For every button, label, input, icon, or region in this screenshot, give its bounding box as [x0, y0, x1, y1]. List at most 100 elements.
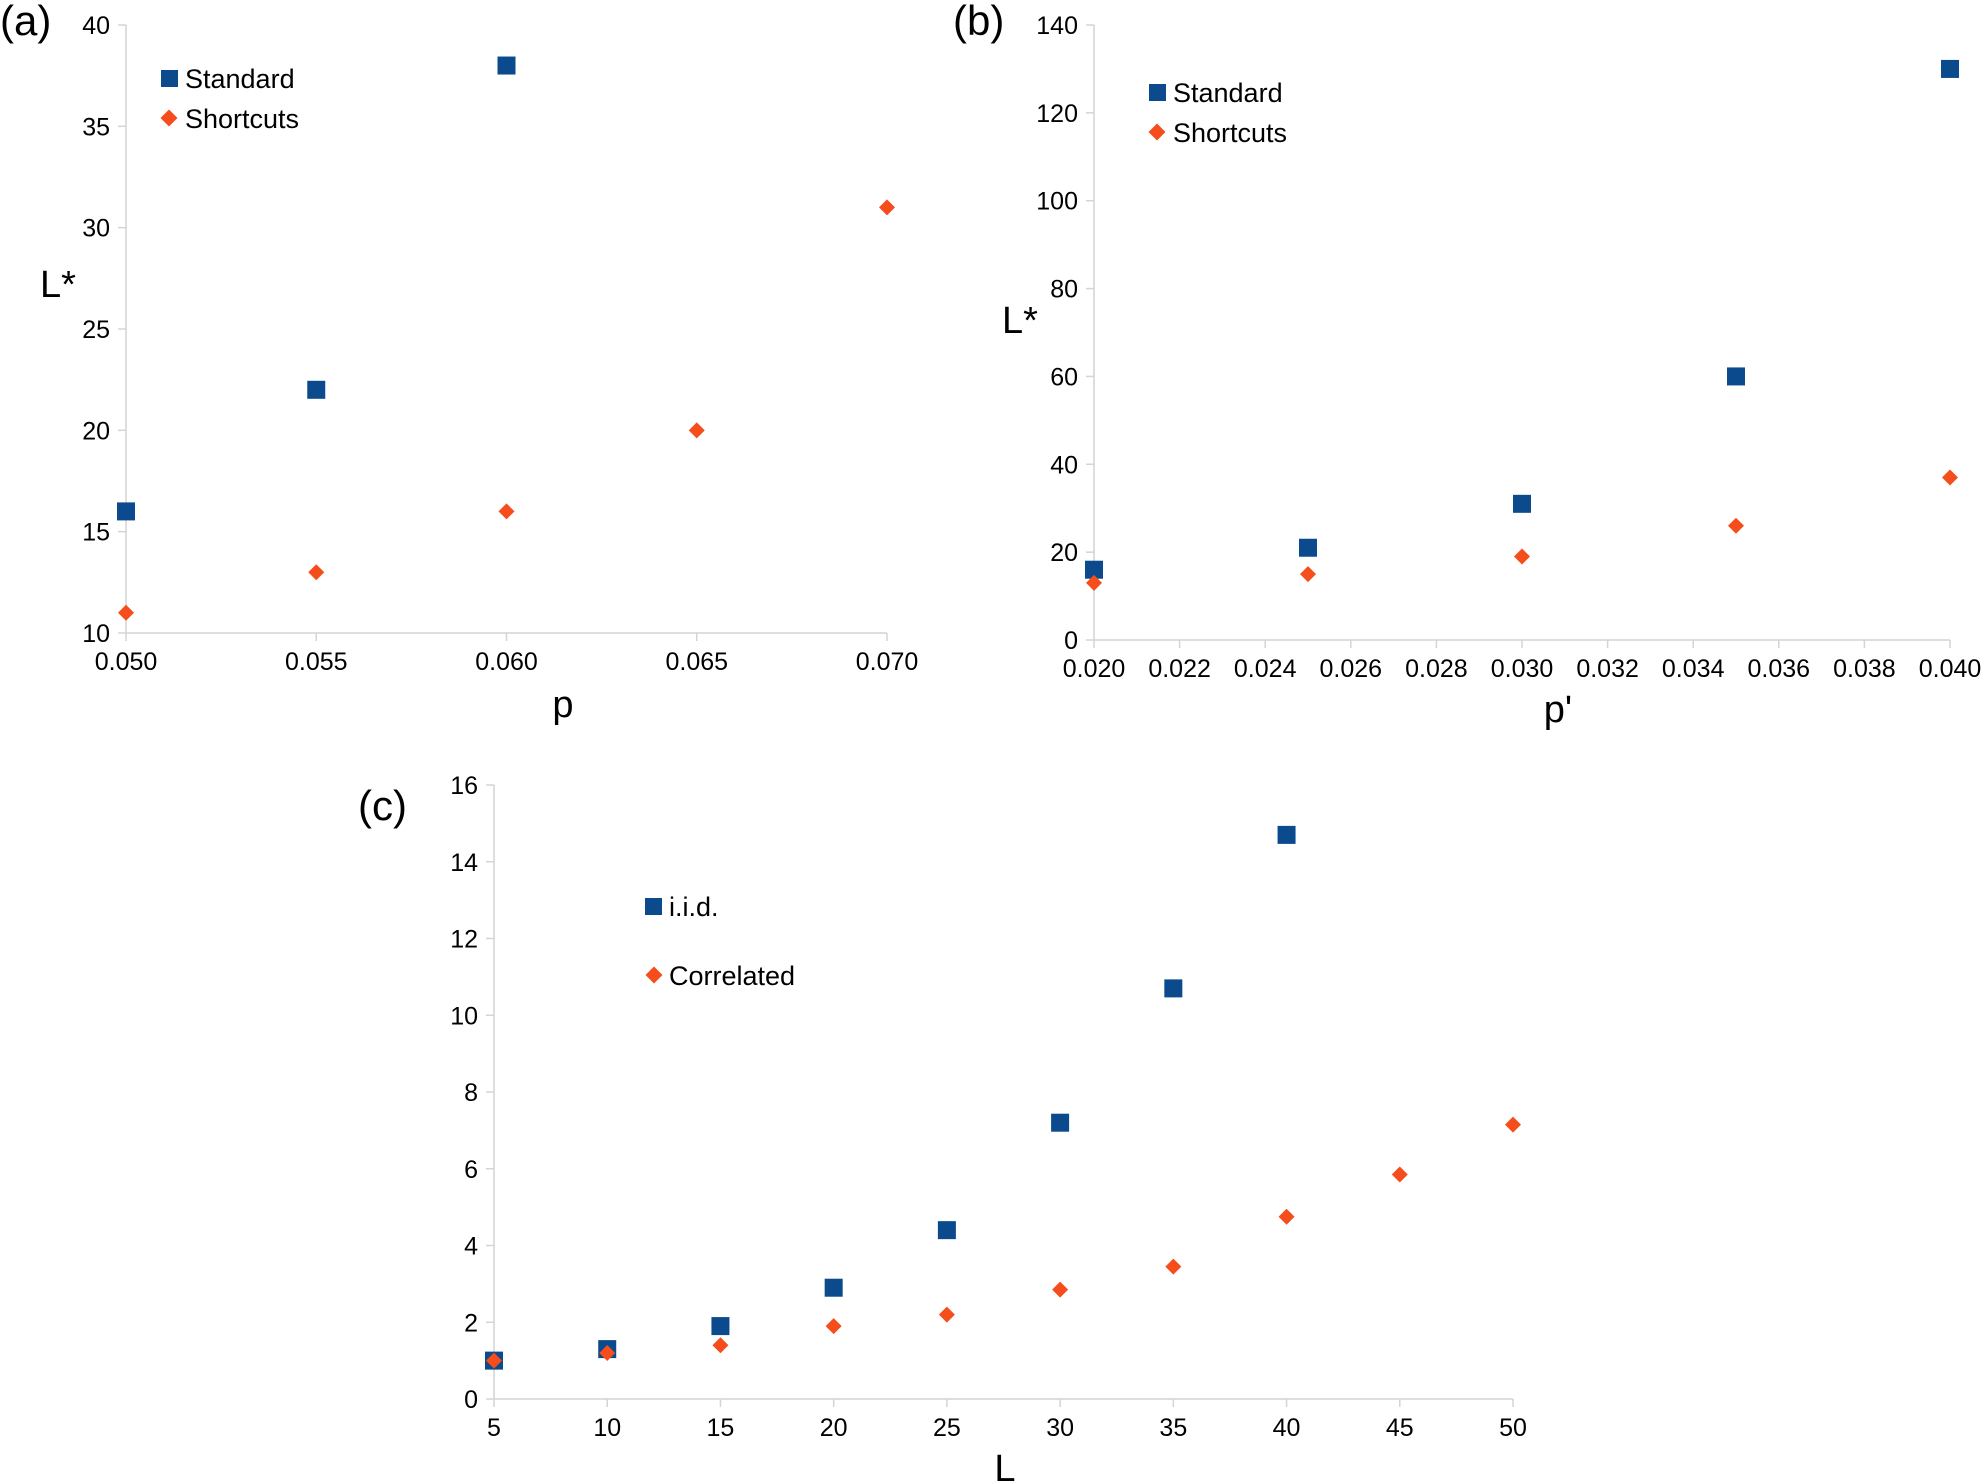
- y-ticks-a: 10 15 20 25 30 35 40: [82, 12, 126, 648]
- y-tick-label: 80: [1050, 276, 1078, 304]
- x-tick-label: 0.050: [95, 648, 158, 676]
- point-i-i-d: [1277, 825, 1296, 844]
- x-tick-label: 0.040: [1919, 655, 1982, 683]
- point-standard: [307, 380, 326, 399]
- point-shortcuts: [308, 564, 325, 581]
- y-tick-label: 10: [82, 620, 110, 648]
- legend-marker-iid-c: [645, 898, 662, 915]
- point-shortcuts: [1086, 574, 1102, 591]
- x-ticks-b: 0.020 0.022 0.024 0.026 0.028 0.030 0.032 0.034…: [1063, 640, 1982, 683]
- y-tick-label: 6: [464, 1156, 478, 1184]
- series-standard: [1085, 59, 1959, 579]
- x-tick-label: 0.055: [285, 648, 348, 676]
- x-tick-label: 30: [1046, 1414, 1074, 1442]
- legend-label-shortcuts-b: Shortcuts: [1173, 118, 1287, 148]
- y-tick-label: 16: [450, 772, 478, 800]
- y-axis-label-a: L*: [40, 264, 76, 306]
- panel-label-a: (a): [0, 0, 51, 44]
- x-axis-label-c: L: [994, 1448, 1015, 1483]
- y-axis-label-b: L*: [1002, 300, 1038, 342]
- point-standard: [497, 56, 516, 75]
- axes-c: [493, 785, 1513, 1400]
- x-tick-label: 0.065: [665, 648, 728, 676]
- y-tick-label: 20: [1050, 539, 1078, 567]
- point-shortcuts: [1514, 548, 1530, 565]
- x-tick-label: 0.038: [1833, 655, 1896, 683]
- legend-label-standard-b: Standard: [1173, 78, 1283, 108]
- x-tick-label: 40: [1273, 1414, 1301, 1442]
- point-correlated: [1278, 1208, 1295, 1225]
- point-standard: [1299, 538, 1317, 557]
- panel-label-b: (b): [953, 0, 1004, 44]
- y-tick-label: 12: [450, 926, 478, 954]
- legend-b: Standard Shortcuts: [1148, 78, 1287, 148]
- legend-marker-shortcuts-a: [160, 109, 178, 127]
- legend-label-shortcuts-a: Shortcuts: [185, 104, 299, 134]
- panel-label-c: (c): [358, 782, 407, 829]
- x-tick-label: 0.026: [1320, 655, 1383, 683]
- point-standard: [1941, 59, 1959, 78]
- point-shortcuts: [1942, 469, 1958, 486]
- x-tick-label: 20: [820, 1414, 848, 1442]
- marks-a: [117, 56, 895, 621]
- legend-marker-standard-b: [1149, 84, 1166, 101]
- point-correlated: [599, 1344, 616, 1361]
- x-tick-label: 50: [1499, 1414, 1527, 1442]
- series-i-i-d: [485, 825, 1296, 1370]
- legend-marker-shortcuts-b: [1148, 123, 1166, 141]
- chart-c: (c) L 5 10 15 20 25 30 35 40 45 50 0246810121416 …: [358, 772, 1527, 1483]
- point-standard: [1085, 560, 1103, 579]
- point-shortcuts: [688, 422, 705, 439]
- x-tick-label: 0.024: [1234, 655, 1297, 683]
- x-tick-label: 15: [707, 1414, 735, 1442]
- y-tick-label: 60: [1050, 363, 1078, 391]
- legend-a: Standard Shortcuts: [160, 64, 299, 134]
- point-correlated: [486, 1352, 502, 1369]
- x-tick-label: 0.034: [1662, 655, 1725, 683]
- y-ticks-b: 0 20 40 60 80 100 120 140: [1036, 12, 1094, 655]
- x-axis-label-b: p': [1544, 689, 1572, 731]
- point-standard: [117, 502, 135, 521]
- point-standard: [1513, 494, 1531, 513]
- x-tick-label: 0.070: [856, 648, 919, 676]
- point-correlated: [712, 1337, 729, 1354]
- y-tick-label: 8: [464, 1079, 478, 1107]
- point-standard: [1727, 367, 1745, 386]
- legend-label-iid-c: i.i.d.: [669, 892, 719, 922]
- x-tick-label: 35: [1159, 1414, 1187, 1442]
- chart-b: (b) L* p' 0.020 0.022 0.024 0.026 0.028 0.030…: [953, 0, 1981, 731]
- y-tick-label: 35: [82, 113, 110, 141]
- x-tick-label: 10: [593, 1414, 621, 1442]
- x-tick-label: 0.022: [1148, 655, 1211, 683]
- series-standard: [117, 56, 516, 521]
- y-tick-label: 30: [82, 215, 110, 243]
- y-tick-label: 14: [450, 849, 478, 877]
- point-correlated: [1505, 1116, 1521, 1133]
- point-correlated: [825, 1318, 842, 1335]
- point-i-i-d: [1164, 979, 1183, 998]
- x-tick-label: 0.028: [1405, 655, 1468, 683]
- y-tick-label: 0: [464, 1386, 478, 1414]
- series-shortcuts: [118, 199, 895, 621]
- point-shortcuts: [118, 604, 134, 621]
- marks-b: [1085, 59, 1959, 591]
- x-tick-label: 25: [933, 1414, 961, 1442]
- y-tick-label: 40: [1050, 451, 1078, 479]
- series-correlated: [486, 1116, 1521, 1369]
- y-tick-label: 100: [1036, 188, 1078, 216]
- x-tick-label: 45: [1386, 1414, 1414, 1442]
- y-tick-label: 20: [82, 417, 110, 445]
- y-tick-label: 0: [1064, 627, 1078, 655]
- y-tick-label: 120: [1036, 100, 1078, 128]
- point-i-i-d: [1051, 1113, 1070, 1132]
- y-tick-label: 2: [464, 1309, 478, 1337]
- x-axis-label-a: p: [552, 684, 573, 726]
- x-tick-label: 0.036: [1748, 655, 1811, 683]
- x-ticks-c: 5 10 15 20 25 30 35 40 45 50: [487, 1399, 1527, 1442]
- y-tick-label: 4: [464, 1233, 478, 1261]
- point-i-i-d: [711, 1317, 730, 1336]
- y-ticks-c: 0 2 4 6 8 10 12 14 16: [450, 772, 494, 1414]
- x-tick-label: 0.020: [1063, 655, 1126, 683]
- legend-label-standard-a: Standard: [185, 64, 295, 94]
- point-correlated: [1391, 1166, 1408, 1183]
